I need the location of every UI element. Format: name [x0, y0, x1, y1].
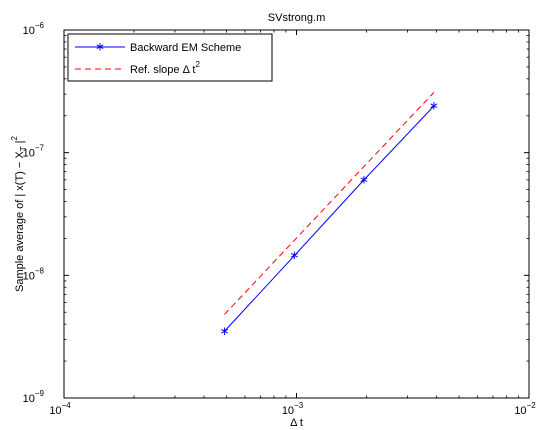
- legend: ∗ Backward EM Scheme Ref. slope Δ t2: [67, 33, 273, 82]
- y-tick-base: 10: [23, 148, 35, 160]
- y-axis-ticks: 10−910−810−710−6: [23, 21, 529, 405]
- data-point-marker: ∗: [359, 172, 369, 186]
- x-axis-ticks: 10−4 10−3 10−2: [49, 30, 536, 417]
- y-axis-label-main: Sample average of | x(T) − X: [14, 151, 26, 292]
- x-tick-exponent: −3: [294, 401, 304, 410]
- y-axis-label: Sample average of | x(T) − XT |2: [10, 135, 28, 292]
- y-tick-exponent: −8: [35, 266, 45, 275]
- plot-area: [63, 29, 530, 399]
- x-axis-label: Δ t: [290, 417, 303, 429]
- legend-label-backward-em: Backward EM Scheme: [130, 42, 241, 54]
- x-tick-exponent: −2: [527, 401, 537, 410]
- legend-label-ref-slope: Ref. slope Δ t2: [130, 60, 200, 76]
- x-tick-base: 10: [282, 405, 294, 417]
- y-tick-base: 10: [23, 270, 35, 282]
- data-point-marker: ∗: [429, 99, 439, 113]
- y-tick-label: 10−7: [23, 144, 45, 160]
- x-tick-base: 10: [49, 405, 61, 417]
- y-tick-exponent: −7: [35, 144, 45, 153]
- legend-marker-backward-em: ∗: [95, 40, 105, 54]
- y-tick-label: 10−9: [23, 389, 45, 405]
- y-tick-base: 10: [23, 25, 35, 37]
- y-tick-label: 10−6: [23, 21, 45, 37]
- y-axis-label-superscript: 2: [10, 135, 19, 140]
- chart-title: SVstrong.m: [268, 12, 325, 24]
- series-line-1: [224, 92, 435, 315]
- data-point-marker: ∗: [289, 248, 299, 262]
- y-tick-exponent: −9: [35, 389, 45, 398]
- x-tick-label: 10−4: [49, 401, 71, 417]
- y-tick-exponent: −6: [35, 21, 45, 30]
- data-point-marker: ∗: [219, 324, 229, 338]
- y-axis-label-bar: |: [14, 140, 26, 146]
- y-axis-label-subscript: T: [19, 146, 28, 151]
- x-tick-exponent: −4: [62, 401, 72, 410]
- x-tick-label: 10−2: [514, 401, 536, 417]
- y-tick-base: 10: [23, 393, 35, 405]
- legend-box: [67, 33, 273, 82]
- series-line-0: [224, 105, 435, 332]
- legend-label-ref-slope-superscript: 2: [195, 60, 200, 69]
- legend-label-ref-slope-main: Ref. slope Δ t: [130, 64, 195, 76]
- x-tick-label: 10−3: [282, 401, 304, 417]
- x-tick-base: 10: [514, 405, 526, 417]
- y-tick-label: 10−8: [23, 266, 45, 282]
- series-layer: ∗ ∗ ∗ ∗: [219, 92, 439, 338]
